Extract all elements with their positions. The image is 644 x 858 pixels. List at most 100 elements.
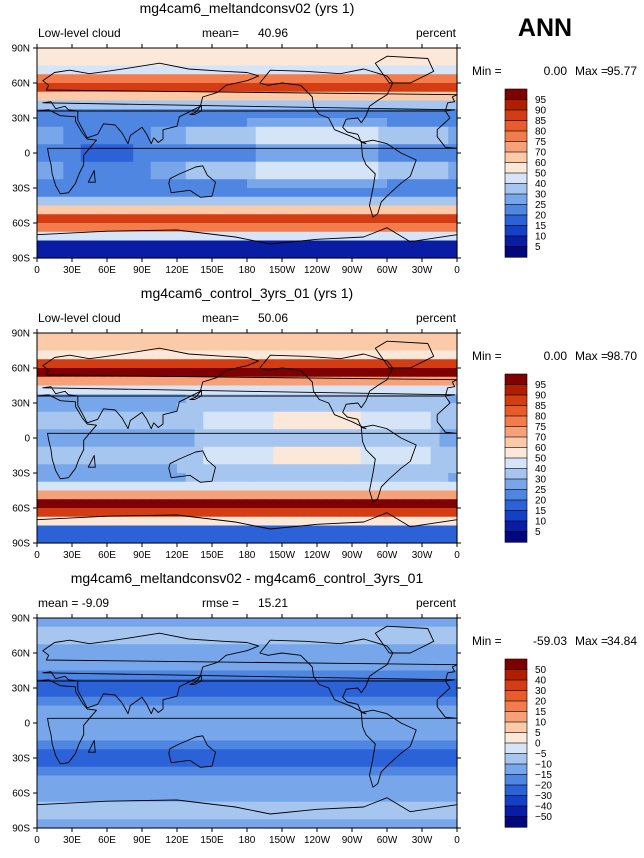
x-tick-label: 30W — [412, 550, 433, 561]
colorbar-swatch — [504, 193, 528, 206]
y-tick-label: 30S — [12, 754, 30, 765]
y-tick-label: 0 — [24, 719, 30, 730]
colorbar-swatch — [504, 246, 528, 258]
x-tick-label: 150E — [200, 550, 224, 561]
y-tick-label: 60S — [12, 789, 30, 800]
x-tick-label: 120E — [165, 265, 189, 276]
x-tick-label: 150W — [269, 550, 296, 561]
colorbar-swatch — [504, 700, 528, 713]
colorbar-label: 30 — [535, 475, 547, 486]
x-tick-label: 180 — [239, 835, 256, 846]
units-label: percent — [416, 311, 457, 325]
x-tick-label: 120W — [304, 835, 331, 846]
x-tick-label: 60E — [98, 550, 116, 561]
max-label: Max = — [575, 64, 608, 78]
colorbar-label: 40 — [535, 179, 547, 190]
colorbar-label: 60 — [535, 443, 547, 454]
colorbar-swatch — [504, 510, 528, 522]
colorbar-swatch — [504, 204, 528, 216]
x-tick-label: 0 — [454, 265, 460, 276]
x-tick-label: 90E — [133, 265, 151, 276]
colorbar-label: 10 — [535, 718, 547, 729]
colorbar-swatch — [504, 669, 528, 681]
colorbar-swatch — [504, 763, 528, 776]
max-value: 95.77 — [607, 64, 637, 78]
colorbar-swatch — [504, 426, 528, 438]
x-tick-label: 60E — [98, 835, 116, 846]
map-field — [37, 48, 458, 259]
colorbar-swatch — [504, 721, 528, 734]
colorbar-label: −40 — [535, 802, 552, 813]
stat-label: mean= — [202, 311, 239, 325]
colorbar-label: 15 — [535, 506, 547, 517]
y-tick-label: 30N — [12, 399, 30, 410]
min-value: -59.03 — [533, 634, 567, 648]
colorbar-swatch — [504, 384, 528, 396]
stat-value: 15.21 — [258, 596, 288, 610]
x-tick-label: 90W — [342, 550, 363, 561]
colorbar-label: −50 — [535, 812, 552, 823]
y-tick-label: 60N — [12, 79, 30, 90]
colorbar-label: 40 — [535, 676, 547, 687]
min-label: Min = — [472, 634, 502, 648]
colorbar-label: 5 — [535, 527, 541, 538]
y-tick-label: 30N — [12, 684, 30, 695]
colorbar-label: 40 — [535, 464, 547, 475]
colorbar-label: 95 — [535, 380, 547, 391]
colorbar-swatch — [504, 88, 528, 101]
colorbar-swatch — [504, 711, 528, 723]
x-tick-label: 30W — [412, 835, 433, 846]
colorbar-label: 70 — [535, 148, 547, 159]
x-tick-label: 60W — [377, 835, 398, 846]
colorbar-swatch — [504, 225, 528, 237]
colorbar-swatch — [504, 436, 528, 449]
y-tick-label: 60N — [12, 649, 30, 660]
colorbar-swatch — [504, 405, 528, 417]
y-tick-label: 30S — [12, 469, 30, 480]
y-tick-label: 90N — [12, 329, 30, 340]
colorbar-label: 80 — [535, 412, 547, 423]
colorbar-swatch — [504, 489, 528, 501]
colorbar-label: −20 — [535, 781, 552, 792]
panel-left-label: Low-level cloud — [38, 311, 121, 325]
colorbar-label: 50 — [535, 454, 547, 465]
colorbar-swatch — [504, 172, 528, 185]
y-tick-label: 90S — [12, 254, 30, 265]
colorbar-label: 85 — [535, 401, 547, 412]
colorbar-label: 80 — [535, 127, 547, 138]
coastlines — [36, 625, 458, 829]
season-label: ANN — [518, 14, 572, 42]
colorbar-label: 0 — [535, 739, 541, 750]
max-value: 98.70 — [607, 349, 637, 363]
colorbar-label: 10 — [535, 517, 547, 528]
colorbar-label: 30 — [535, 686, 547, 697]
colorbar-label: −10 — [535, 760, 552, 771]
x-tick-label: 150E — [200, 835, 224, 846]
colorbar-label: 90 — [535, 391, 547, 402]
colorbar-swatch — [504, 214, 528, 227]
max-value: 34.84 — [607, 634, 637, 648]
colorbar-swatch — [504, 478, 528, 491]
min-value: 0.00 — [544, 64, 568, 78]
colorbar-label: 70 — [535, 433, 547, 444]
colorbar-swatch — [504, 784, 528, 797]
colorbar-swatch — [504, 753, 528, 765]
colorbar-label: 30 — [535, 190, 547, 201]
x-tick-label: 90E — [133, 550, 151, 561]
panel-left-label: mean = -9.09 — [38, 596, 109, 610]
min-label: Min = — [472, 64, 502, 78]
coastlines — [36, 340, 458, 544]
panel-title: mg4cam6_meltandconsv02 (yrs 1) — [140, 0, 355, 16]
x-tick-label: 60W — [377, 550, 398, 561]
min-value: 0.00 — [544, 349, 568, 363]
colorbar-label: 75 — [535, 422, 547, 433]
colorbar-swatch — [504, 457, 528, 470]
map-field — [37, 618, 458, 829]
colorbar-swatch — [504, 162, 528, 174]
max-label: Max = — [575, 349, 608, 363]
colorbar-swatch — [504, 394, 528, 407]
colorbar-swatch — [504, 658, 528, 671]
